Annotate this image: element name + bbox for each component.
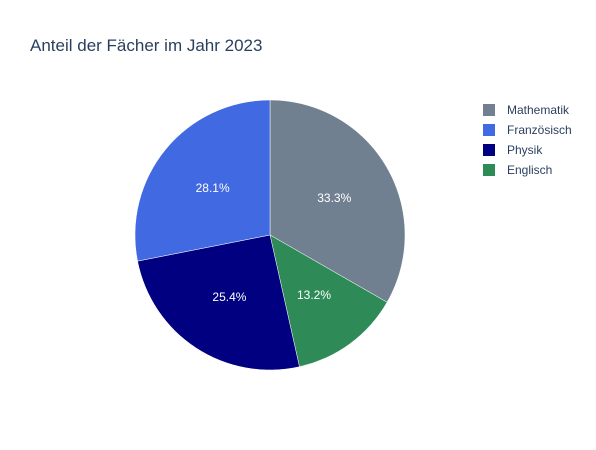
slice-label-englisch: 13.2%	[297, 288, 331, 302]
pie-slice-mathematik[interactable]	[269, 99, 406, 303]
legend-swatch-französisch[interactable]	[483, 124, 495, 136]
legend-label-mathematik[interactable]: Mathematik	[507, 103, 570, 117]
pie-slices	[134, 99, 406, 371]
slice-label-mathematik: 33.3%	[317, 191, 351, 205]
pie-slice-labels: 33.3% 13.2% 25.4% 28.1%	[196, 181, 352, 304]
chart-title: Anteil der Fächer im Jahr 2023	[30, 36, 262, 55]
legend-label-französisch[interactable]: Französisch	[507, 123, 572, 137]
legend-label-englisch[interactable]: Englisch	[507, 163, 552, 177]
pie-slice-englisch[interactable]	[269, 234, 388, 368]
pie-slice-physik[interactable]	[137, 234, 300, 371]
legend: Mathematik Französisch Physik Englisch	[483, 103, 572, 177]
legend-swatch-physik[interactable]	[483, 144, 495, 156]
slice-label-physik: 25.4%	[212, 290, 246, 304]
legend-swatch-mathematik[interactable]	[483, 104, 495, 116]
legend-swatch-englisch[interactable]	[483, 164, 495, 176]
pie-slice-französisch[interactable]	[134, 99, 271, 262]
slice-label-französisch: 28.1%	[196, 181, 230, 195]
legend-label-physik[interactable]: Physik	[507, 143, 543, 157]
